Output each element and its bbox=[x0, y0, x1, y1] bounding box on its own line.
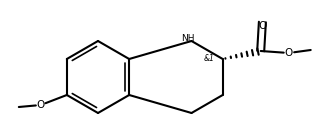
Text: &1: &1 bbox=[204, 54, 215, 63]
Text: O: O bbox=[37, 100, 45, 110]
Text: NH: NH bbox=[181, 34, 194, 43]
Text: O: O bbox=[259, 21, 267, 31]
Text: O: O bbox=[285, 48, 293, 58]
